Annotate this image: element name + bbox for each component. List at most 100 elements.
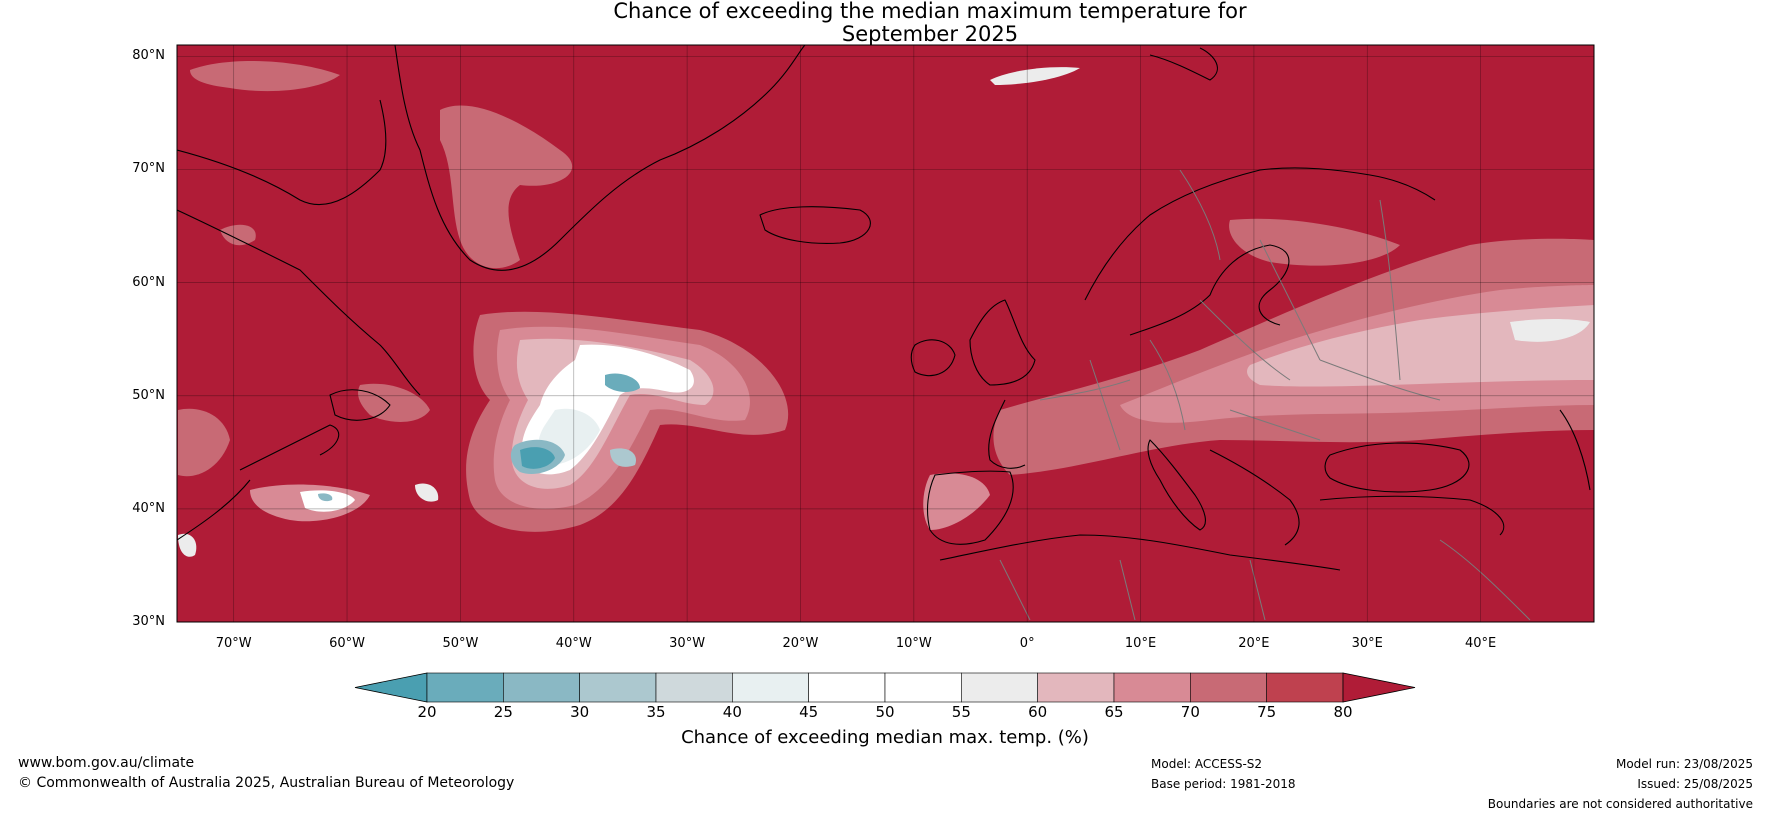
colorbar-tick-label: 45 — [799, 703, 819, 721]
border-line — [1229, 409, 1321, 441]
colorbar-under-extension — [354, 672, 428, 703]
lon-tick-label: 30°E — [1351, 636, 1383, 651]
border-line — [1199, 299, 1291, 381]
colorbar-segment — [579, 672, 657, 703]
footer-issued: Issued: 25/08/2025 — [1637, 777, 1753, 791]
anomaly-shading — [178, 60, 1594, 557]
lat-tick-label: 30°N — [132, 614, 165, 629]
colorbar-segment — [808, 672, 886, 703]
lat-tick-label: 80°N — [132, 48, 165, 64]
coastlines — [177, 45, 1591, 571]
border-line — [1249, 559, 1266, 621]
us-east-coast — [177, 479, 251, 541]
iberia-coast — [926, 470, 1014, 545]
lat-tick-label: 70°N — [132, 161, 165, 177]
border-line — [1149, 339, 1186, 431]
colorbar-tick-label: 50 — [875, 703, 895, 721]
baffin-coast — [177, 99, 387, 206]
colorbar-tick-label: 20 — [417, 703, 437, 721]
scandinavia-coast — [1084, 167, 1436, 301]
footer-copyright: © Commonwealth of Australia 2025, Austra… — [18, 775, 515, 791]
footer-disclaimer: Boundaries are not considered authoritat… — [1487, 797, 1753, 811]
colorbar-segment — [1113, 672, 1191, 703]
map-frame — [176, 44, 1595, 623]
title-line-2: September 2025 — [841, 22, 1019, 46]
atlantic-anomaly-blue-3 — [610, 448, 636, 467]
colorbar-tick-label: 40 — [722, 703, 742, 721]
balkans-coast — [1209, 449, 1300, 546]
colorbar-tick-label: 80 — [1333, 703, 1353, 721]
footer-model: Model: ACCESS-S2 — [1151, 757, 1263, 771]
colorbar-label: Chance of exceeding median max. temp. (%… — [681, 727, 1089, 748]
atlantic-anomaly-blue-2 — [605, 373, 640, 392]
colorbar-tick-label: 30 — [570, 703, 590, 721]
lon-tick-label: 40°E — [1464, 636, 1497, 651]
colorbar-tick-label: 65 — [1104, 703, 1124, 721]
colorbar-segment — [426, 672, 504, 703]
lon-tick-label: 0° — [1019, 636, 1035, 651]
black-sea-coast — [1324, 442, 1470, 493]
colorbar-segment — [1190, 672, 1267, 703]
europe-band-light — [1247, 305, 1594, 387]
colorbar-segment — [1266, 672, 1344, 703]
border-line — [1319, 359, 1441, 401]
italy-coast — [1147, 439, 1206, 531]
country-borders — [999, 169, 1531, 621]
colorbar-segment — [503, 672, 580, 703]
lat-tick-label: 60°N — [132, 274, 165, 290]
baltic-coast — [1129, 244, 1290, 336]
lon-tick-label: 30°W — [669, 636, 706, 651]
footer-model-run: Model run: 23/08/2025 — [1615, 757, 1753, 771]
footer-base-period: Base period: 1981-2018 — [1151, 777, 1296, 791]
colorbar-segment — [961, 672, 1038, 703]
colorbar-tick-label: 60 — [1028, 703, 1048, 721]
lat-tick-label: 40°N — [132, 500, 165, 516]
colorbar-tick-label: 75 — [1257, 703, 1277, 721]
lon-tick-label: 10°W — [895, 636, 932, 651]
border-line — [1039, 379, 1131, 401]
west-atlantic-patch-2 — [415, 483, 439, 502]
greenland-coast — [394, 45, 806, 271]
colorbar-segments — [354, 672, 1416, 703]
arctic-patch-svalbard — [990, 67, 1080, 85]
lon-tick-label: 20°E — [1238, 636, 1270, 651]
colorbar-tick-label: 55 — [951, 703, 971, 721]
russia-north-patch — [1229, 218, 1400, 266]
west-atlantic-patch-4 — [178, 533, 197, 557]
north-africa-coast — [939, 534, 1341, 571]
nova-scotia-coast — [239, 424, 340, 471]
border-line — [1179, 169, 1221, 261]
europe-band-pale — [1510, 319, 1590, 342]
greenland-patch — [440, 105, 573, 269]
west-atlantic-blue-dot — [318, 493, 333, 502]
labrador-patch — [220, 224, 256, 246]
ireland-coast — [910, 339, 956, 377]
colorbar-segment — [884, 672, 962, 703]
colorbar-tick-label: 70 — [1180, 703, 1200, 721]
colorbar-over-extension — [1342, 672, 1416, 703]
svalbard-coast — [1149, 47, 1218, 81]
border-line — [1439, 539, 1531, 621]
title-line-1: Chance of exceeding the median maximum t… — [613, 0, 1247, 23]
lon-tick-label: 10°E — [1124, 636, 1157, 651]
labrador-coast — [177, 209, 421, 396]
footer-website[interactable]: www.bom.gov.au/climate — [18, 755, 195, 771]
arctic-patch-west — [190, 60, 340, 92]
colorbar-segment — [732, 672, 809, 703]
border-line — [1259, 239, 1321, 361]
lon-tick-label: 60°W — [329, 636, 365, 651]
colorbar-segment — [1037, 672, 1115, 703]
newfoundland-coast — [329, 389, 391, 421]
chart-title: Chance of exceeding the median maximum t… — [0, 0, 1770, 46]
border-line — [1089, 359, 1121, 451]
lon-tick-label: 40°W — [555, 636, 592, 651]
border-line — [1119, 559, 1136, 621]
iceland-coast — [759, 206, 871, 244]
west-atlantic-patch-3 — [178, 408, 230, 477]
iberia-patch — [923, 473, 990, 530]
france-coast — [988, 399, 1026, 469]
border-line — [999, 559, 1031, 621]
colorbar-tick-label: 25 — [493, 703, 513, 721]
